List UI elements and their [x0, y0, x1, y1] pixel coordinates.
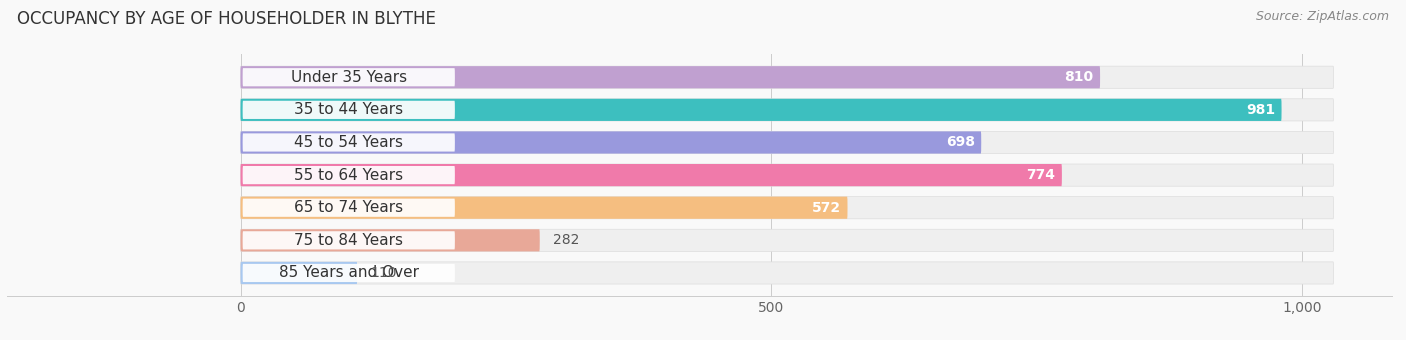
Text: 35 to 44 Years: 35 to 44 Years — [294, 102, 404, 117]
Text: Under 35 Years: Under 35 Years — [291, 70, 406, 85]
FancyBboxPatch shape — [243, 166, 456, 184]
FancyBboxPatch shape — [243, 101, 456, 119]
FancyBboxPatch shape — [243, 231, 456, 250]
Text: 65 to 74 Years: 65 to 74 Years — [294, 200, 404, 215]
Text: 698: 698 — [946, 135, 974, 150]
FancyBboxPatch shape — [243, 133, 456, 152]
Text: OCCUPANCY BY AGE OF HOUSEHOLDER IN BLYTHE: OCCUPANCY BY AGE OF HOUSEHOLDER IN BLYTH… — [17, 10, 436, 28]
FancyBboxPatch shape — [240, 99, 1333, 121]
FancyBboxPatch shape — [240, 131, 981, 154]
Text: 572: 572 — [813, 201, 841, 215]
Text: 810: 810 — [1064, 70, 1094, 84]
FancyBboxPatch shape — [240, 197, 1333, 219]
FancyBboxPatch shape — [240, 229, 1333, 252]
Text: 45 to 54 Years: 45 to 54 Years — [294, 135, 404, 150]
FancyBboxPatch shape — [240, 262, 357, 284]
Text: 110: 110 — [370, 266, 396, 280]
FancyBboxPatch shape — [240, 262, 1333, 284]
FancyBboxPatch shape — [243, 264, 456, 282]
FancyBboxPatch shape — [240, 164, 1333, 186]
Text: 774: 774 — [1026, 168, 1056, 182]
FancyBboxPatch shape — [240, 66, 1333, 88]
FancyBboxPatch shape — [240, 197, 848, 219]
FancyBboxPatch shape — [240, 131, 1333, 154]
Text: Source: ZipAtlas.com: Source: ZipAtlas.com — [1256, 10, 1389, 23]
FancyBboxPatch shape — [240, 66, 1099, 88]
FancyBboxPatch shape — [243, 199, 456, 217]
FancyBboxPatch shape — [243, 68, 456, 86]
Text: 55 to 64 Years: 55 to 64 Years — [294, 168, 404, 183]
FancyBboxPatch shape — [240, 164, 1062, 186]
Text: 75 to 84 Years: 75 to 84 Years — [294, 233, 404, 248]
Text: 981: 981 — [1246, 103, 1275, 117]
Text: 282: 282 — [553, 233, 579, 247]
FancyBboxPatch shape — [240, 99, 1282, 121]
FancyBboxPatch shape — [240, 229, 540, 252]
Text: 85 Years and Over: 85 Years and Over — [278, 266, 419, 280]
